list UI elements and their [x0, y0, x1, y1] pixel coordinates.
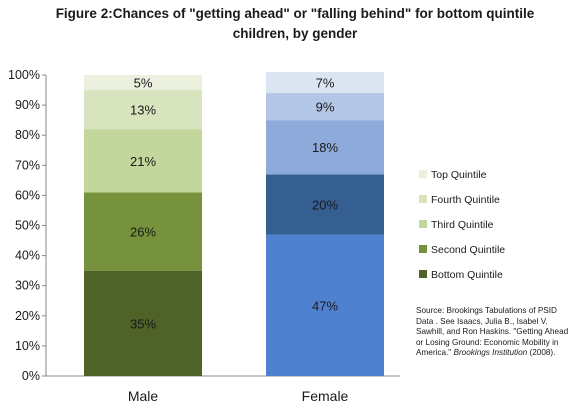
data-label: 7% — [316, 76, 335, 91]
legend-label: Bottom Quintile — [431, 269, 503, 281]
legend-swatch — [419, 270, 427, 278]
source-text: Source: Brookings Tabulations of PSID Da… — [416, 306, 569, 358]
data-label: 9% — [316, 100, 335, 115]
data-label: 35% — [130, 316, 156, 331]
source-year: (2008). — [527, 348, 556, 358]
legend-swatch — [419, 220, 427, 228]
bar-segment-female-fourth-quintile — [266, 93, 384, 121]
bar-segment-male-top-quintile — [84, 75, 202, 91]
x-category-label: Male — [128, 388, 159, 404]
y-tick-label: 80% — [15, 128, 40, 142]
bar-segment-male-fourth-quintile — [84, 90, 202, 130]
y-tick-label: 30% — [15, 279, 40, 293]
data-label: 26% — [130, 225, 156, 240]
legend-swatch — [419, 170, 427, 178]
data-label: 18% — [312, 140, 338, 155]
data-label: 5% — [134, 76, 153, 91]
y-tick-label: 100% — [8, 68, 40, 82]
legend-label: Second Quintile — [431, 244, 505, 256]
y-tick-label: 60% — [15, 188, 40, 202]
y-tick-label: 20% — [15, 309, 40, 323]
bar-segment-female-top-quintile — [266, 71, 384, 94]
legend-label: Top Quintile — [431, 169, 487, 181]
legend-label: Third Quintile — [431, 219, 494, 231]
bar-segment-male-third-quintile — [84, 129, 202, 193]
y-tick-label: 40% — [15, 249, 40, 263]
chart-title: Figure 2:Chances of "getting ahead" or "… — [55, 6, 535, 41]
bar-segment-male-second-quintile — [84, 192, 202, 271]
x-category-label: Female — [302, 388, 349, 404]
bar-segment-male-bottom-quintile — [84, 270, 202, 376]
data-label: 21% — [130, 154, 156, 169]
legend-swatch — [419, 245, 427, 253]
source-publication: Brookings Institution — [453, 348, 528, 358]
y-tick-label: 90% — [15, 98, 40, 112]
bar-segment-female-second-quintile — [266, 174, 384, 235]
y-tick-label: 10% — [15, 339, 40, 353]
data-label: 47% — [312, 298, 338, 313]
data-label: 20% — [312, 197, 338, 212]
legend-swatch — [419, 195, 427, 203]
y-tick-label: 50% — [15, 219, 40, 233]
y-tick-label: 70% — [15, 158, 40, 172]
legend-label: Fourth Quintile — [431, 194, 500, 206]
source-note: Source: Brookings Tabulations of PSID Da… — [416, 306, 574, 359]
data-label: 13% — [130, 103, 156, 118]
bar-segment-female-third-quintile — [266, 120, 384, 175]
y-tick-label: 0% — [22, 369, 40, 383]
bar-segment-female-bottom-quintile — [266, 234, 384, 376]
